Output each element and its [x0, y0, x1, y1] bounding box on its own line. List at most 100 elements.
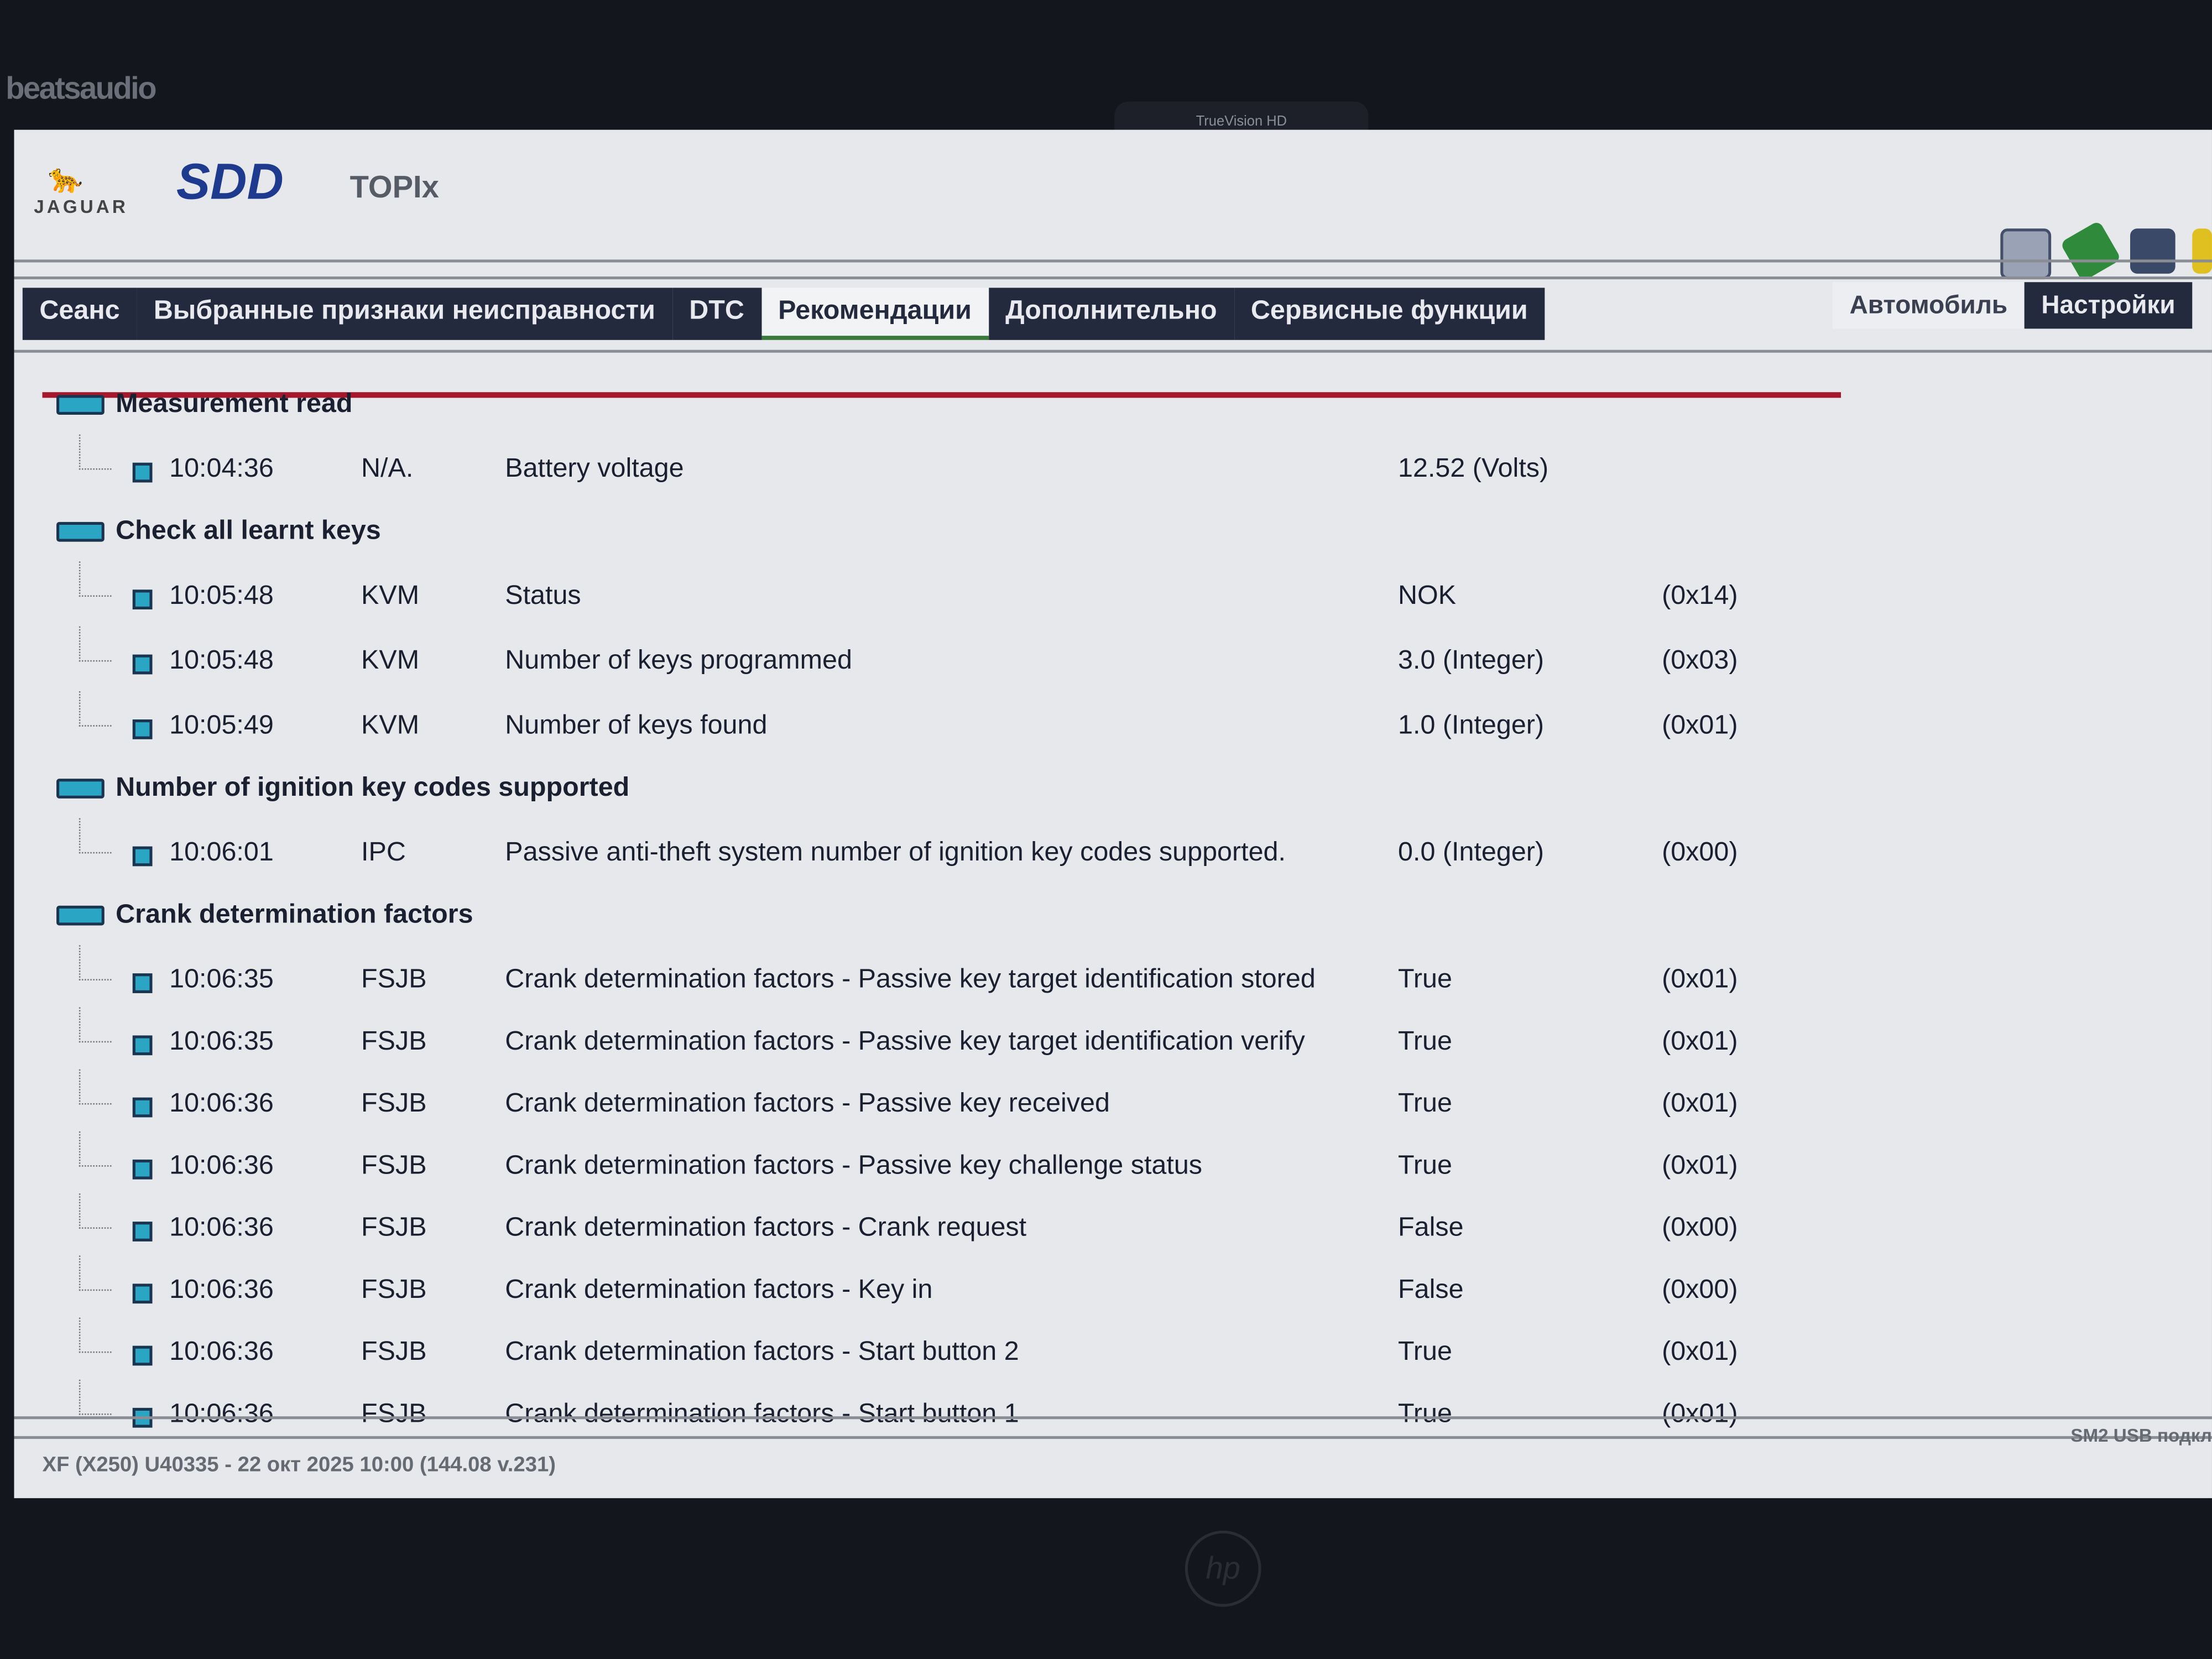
table-row[interactable]: 10:05:49 KVM Number of keys found 1.0 (Inte…: [79, 691, 1800, 748]
row-module: FSJB: [361, 1399, 427, 1430]
main-tabs: Сеанс Выбранные признаки неисправности D…: [22, 288, 1545, 340]
table-row[interactable]: 10:06:01 IPC Passive anti-theft system num…: [79, 818, 1800, 874]
row-description: Crank determination factors - Passive ke…: [505, 1027, 1305, 1057]
collapse-icon[interactable]: [56, 779, 105, 799]
row-time: 10:06:01: [169, 838, 274, 868]
camera-plus-icon[interactable]: [2000, 228, 2052, 280]
results-tree: Measurement read 10:04:36 N/A. Battery volt…: [28, 378, 2201, 1429]
row-time: 10:06:36: [169, 1337, 274, 1367]
row-hex: (0x01): [1662, 1089, 1738, 1119]
item-icon: [132, 1035, 153, 1056]
table-row[interactable]: 10:06:36 FSJB Crank determination factors …: [79, 1069, 1800, 1125]
item-icon: [132, 1284, 153, 1304]
tree-connector: [79, 1069, 112, 1105]
sdd-logo: SDD: [176, 152, 284, 211]
row-hex: (0x00): [1662, 1213, 1738, 1243]
item-icon: [132, 1159, 153, 1180]
row-time: 10:05:48: [169, 646, 274, 676]
row-value: True: [1398, 1337, 1452, 1367]
group-title: Crank determination factors: [116, 900, 473, 930]
table-row[interactable]: 10:06:36 FSJB Crank determination factors …: [79, 1255, 1800, 1312]
divider: [14, 1416, 2212, 1420]
row-value: True: [1398, 1089, 1452, 1119]
divider: [14, 349, 2212, 353]
tree-connector: [79, 1131, 112, 1167]
tree-connector: [79, 691, 112, 727]
group-header[interactable]: Measurement read: [56, 389, 353, 420]
row-description: Battery voltage: [505, 454, 684, 484]
row-value: False: [1398, 1213, 1464, 1243]
row-value: True: [1398, 964, 1452, 995]
row-description: Crank determination factors - Passive ke…: [505, 1089, 1110, 1119]
row-description: Crank determination factors - Passive ke…: [505, 964, 1316, 995]
tab-session[interactable]: Сеанс: [22, 288, 137, 340]
row-hex: (0x14): [1662, 581, 1738, 611]
table-row[interactable]: 10:06:36 FSJB Crank determination factors …: [79, 1131, 1800, 1188]
tab-recommendations[interactable]: Рекомендации: [761, 288, 989, 340]
item-icon: [132, 589, 153, 610]
tree-connector: [79, 945, 112, 980]
jaguar-logo: 🐆 JAGUAR: [34, 161, 128, 217]
row-module: FSJB: [361, 1027, 427, 1057]
item-icon: [132, 1222, 153, 1241]
status-bar-vehicle: XF (X250) U40335 - 22 окт 2025 10:00 (14…: [42, 1453, 556, 1477]
row-hex: (0x01): [1662, 1399, 1738, 1430]
divider: [14, 1436, 2212, 1439]
row-hex: (0x03): [1662, 646, 1738, 676]
tree-connector: [79, 1379, 112, 1415]
yellow-icon[interactable]: [2192, 228, 2212, 274]
row-hex: (0x01): [1662, 1027, 1738, 1057]
collapse-icon[interactable]: [56, 521, 105, 542]
row-time: 10:06:36: [169, 1089, 274, 1119]
jaguar-text: JAGUAR: [34, 196, 128, 217]
table-row[interactable]: 10:06:35 FSJB Crank determination factors …: [79, 1007, 1800, 1063]
row-value: True: [1398, 1399, 1452, 1430]
right-tabs: Автомобиль Настройки: [1833, 282, 2193, 329]
item-icon: [132, 1097, 153, 1118]
tree-connector: [79, 1007, 112, 1043]
tab-settings[interactable]: Настройки: [2024, 282, 2193, 329]
bezel-brand: beatsaudio: [6, 70, 156, 106]
group-title: Number of ignition key codes supported: [116, 773, 630, 803]
table-row[interactable]: 10:06:35 FSJB Crank determination factors …: [79, 945, 1800, 1001]
row-time: 10:06:36: [169, 1213, 274, 1243]
table-row[interactable]: 10:05:48 KVM Status NOK (0x14): [79, 561, 1800, 618]
tab-dtc[interactable]: DTC: [672, 288, 761, 340]
tab-additional[interactable]: Дополнительно: [988, 288, 1234, 340]
collapse-icon[interactable]: [56, 395, 105, 415]
item-icon: [132, 973, 153, 993]
sdd-window: 🐆 JAGUAR SDD TOPIx Сеанс Выбранные призна…: [14, 129, 2212, 1499]
row-module: IPC: [361, 838, 406, 868]
table-row[interactable]: 10:06:36 FSJB Crank determination factors …: [79, 1317, 1800, 1374]
tree-connector: [79, 1193, 112, 1229]
row-description: Crank determination factors - Passive ke…: [505, 1151, 1203, 1181]
tab-service-functions[interactable]: Сервисные функции: [1234, 288, 1545, 340]
row-time: 10:06:35: [169, 1027, 274, 1057]
row-value: False: [1398, 1275, 1464, 1305]
table-row[interactable]: 10:04:36 N/A. Battery voltage 12.52 (Volts): [79, 434, 1800, 491]
table-row[interactable]: 10:06:36 FSJB Crank determination factors …: [79, 1193, 1800, 1250]
row-module: FSJB: [361, 964, 427, 995]
jaguar-leaper-icon: 🐆: [48, 163, 84, 195]
tab-vehicle[interactable]: Автомобиль: [1833, 282, 2025, 329]
tab-selected-symptoms[interactable]: Выбранные признаки неисправности: [137, 288, 672, 340]
group-header[interactable]: Number of ignition key codes supported: [56, 773, 629, 804]
collapse-icon[interactable]: [56, 905, 105, 926]
tree-connector: [79, 1317, 112, 1353]
row-module: FSJB: [361, 1151, 427, 1181]
row-hex: (0x01): [1662, 1151, 1738, 1181]
row-value: 3.0 (Integer): [1398, 646, 1545, 676]
row-module: FSJB: [361, 1213, 427, 1243]
row-time: 10:04:36: [169, 454, 274, 484]
row-module: KVM: [361, 646, 420, 676]
stack-icon[interactable]: [2130, 228, 2176, 274]
divider: [14, 276, 2212, 280]
row-module: KVM: [361, 711, 420, 741]
group-header[interactable]: Check all learnt keys: [56, 517, 381, 547]
green-diagnostic-icon[interactable]: [2059, 220, 2122, 282]
table-row[interactable]: 10:05:48 KVM Number of keys programmed 3.0 …: [79, 626, 1800, 682]
divider: [14, 259, 2212, 263]
group-header[interactable]: Crank determination factors: [56, 900, 473, 931]
row-description: Crank determination factors - Crank requ…: [505, 1213, 1027, 1243]
item-icon: [132, 654, 153, 675]
